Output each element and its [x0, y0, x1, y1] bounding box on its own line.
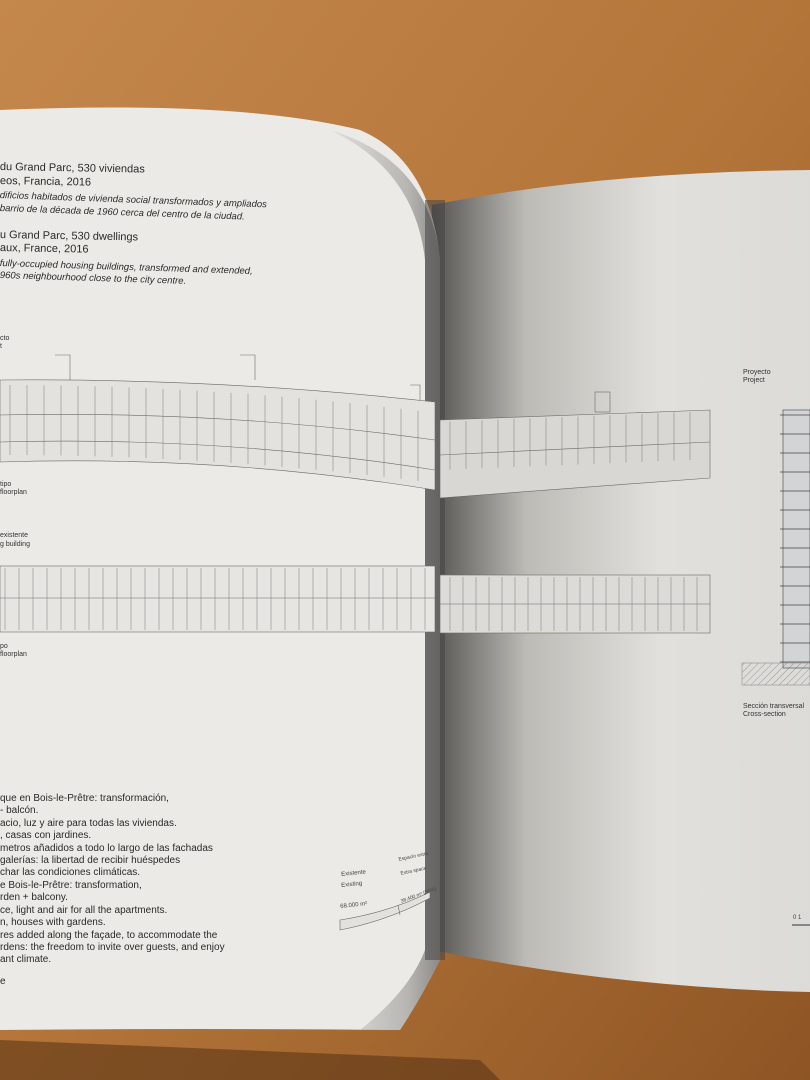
label-project-en: t: [0, 343, 2, 350]
body-es-line: metros añadidos a todo lo largo de las f…: [0, 842, 213, 854]
scale-bar-label: 0 1: [793, 915, 802, 921]
body-en-line: rdens: the freedom to invite over guests…: [0, 942, 225, 953]
label-proyecto: Proyecto: [743, 369, 771, 376]
label-floorplan2-en: floorplan: [0, 651, 27, 658]
project-location-es: eos, Francia, 2016: [0, 175, 92, 189]
body-en-line: n, houses with gardens.: [0, 917, 106, 929]
body-es-line: , casas con jardines.: [0, 830, 92, 842]
body-es-line: que en Bois-le-Prêtre: transformación,: [0, 793, 169, 804]
cross-section-floors: [780, 414, 810, 663]
project-floorplan-drawing: [0, 354, 436, 491]
area-diagram: [339, 891, 431, 931]
existing-floorplan-drawing: [0, 565, 436, 633]
label-existing-en: g building: [0, 541, 30, 548]
project-title-es: du Grand Parc, 530 viviendas: [0, 161, 145, 176]
label-cross-section: Cross-section: [743, 711, 786, 718]
label-existing-es: existente: [0, 532, 29, 539]
body-en-line: rden + balcony.: [0, 892, 68, 904]
project-location-en: aux, France, 2016: [0, 242, 89, 256]
body-en-line: e Bois-le-Prêtre: transformation,: [0, 880, 142, 891]
label-floorplan-es: tipo: [0, 481, 12, 488]
label-floorplan-en: floorplan: [0, 489, 27, 496]
label-project-es: cto: [0, 335, 10, 342]
right-floorplan-walls: [449, 412, 698, 631]
body-en-line: ce, light and air for all the apartments…: [0, 904, 168, 916]
label-floorplan2-es: po: [0, 643, 8, 650]
body-en-line: ant climate.: [0, 954, 52, 966]
label-seccion: Sección transversal: [743, 703, 805, 710]
right-project-floorplan-drawing: [439, 391, 711, 634]
body-es-line: acio, luz y aire para todas las vivienda…: [0, 817, 177, 829]
project-floorplan-walls: [9, 385, 419, 481]
label-project: Project: [743, 377, 765, 384]
body-es-line: galerías: la libertad de recibir huésped…: [0, 855, 181, 866]
body-es-line: - balcón.: [0, 805, 39, 817]
body-en-line: res added along the façade, to accommoda…: [0, 929, 218, 941]
footer-mark: e: [0, 976, 6, 987]
body-es-line: char las condiciones climáticas.: [0, 867, 141, 879]
existing-floorplan-walls: [4, 568, 426, 630]
